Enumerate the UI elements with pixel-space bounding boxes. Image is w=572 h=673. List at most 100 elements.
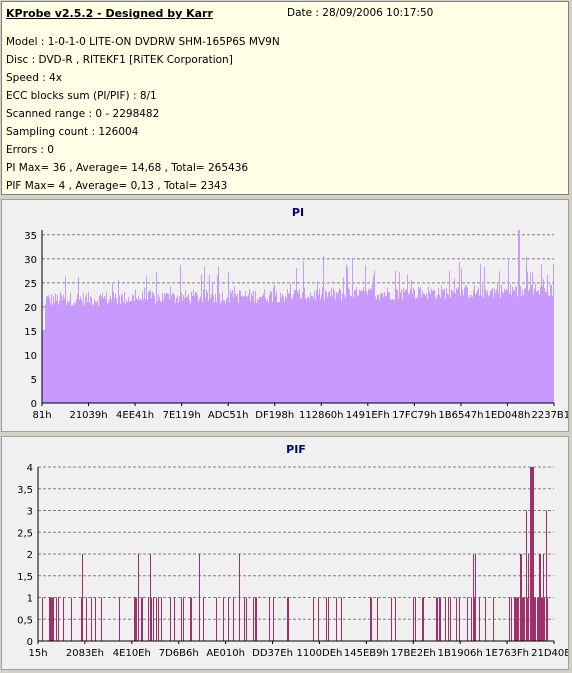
bar xyxy=(237,293,238,403)
bar xyxy=(278,302,279,403)
bar xyxy=(307,296,308,403)
bar xyxy=(325,290,326,403)
y-tick-label: 30 xyxy=(24,255,37,266)
bar xyxy=(459,262,460,403)
bar xyxy=(373,275,374,403)
info-pi-stats: PI Max= 36 , Average= 14,68 , Total= 265… xyxy=(6,162,249,174)
bar xyxy=(88,291,89,403)
bar xyxy=(253,290,254,403)
bar xyxy=(411,279,412,403)
info-model: Model : 1-0-1-0 LITE-ON DVDRW SHM-165P6S… xyxy=(6,36,280,48)
bar xyxy=(533,467,534,641)
bar xyxy=(371,289,372,403)
bar xyxy=(201,274,202,403)
bar xyxy=(527,271,528,403)
bar xyxy=(474,285,475,403)
bar xyxy=(273,287,274,403)
bar xyxy=(512,286,513,403)
bar xyxy=(422,290,423,403)
bar xyxy=(435,296,436,403)
bar xyxy=(70,292,71,403)
bar xyxy=(389,292,390,403)
bar xyxy=(480,263,481,403)
bar xyxy=(264,289,265,403)
bar xyxy=(438,288,439,403)
bar xyxy=(310,292,311,403)
bar xyxy=(350,296,351,403)
bar xyxy=(228,597,229,641)
bar xyxy=(540,287,541,403)
bar xyxy=(225,303,226,403)
bar xyxy=(546,291,547,403)
bar xyxy=(538,290,539,403)
bar xyxy=(522,597,523,641)
bar xyxy=(50,303,51,403)
bar xyxy=(318,294,319,403)
bar xyxy=(140,298,141,403)
bar xyxy=(375,296,376,403)
bar xyxy=(80,296,81,403)
bar xyxy=(517,597,518,641)
bar xyxy=(539,554,540,641)
bar xyxy=(302,292,303,403)
x-tick-label: 2237B1h xyxy=(531,410,568,421)
bar xyxy=(432,291,433,403)
bar xyxy=(111,300,112,403)
bar xyxy=(48,295,49,403)
bar xyxy=(217,275,218,403)
info-range: Scanned range : 0 - 2298482 xyxy=(6,108,160,120)
bar xyxy=(521,296,522,403)
y-tick-label: 15 xyxy=(24,327,37,338)
bar xyxy=(497,281,498,403)
x-tick-label: DF198h xyxy=(255,410,294,421)
bar xyxy=(391,299,392,403)
bar xyxy=(263,293,264,403)
bar xyxy=(412,293,413,403)
bar xyxy=(488,295,489,403)
bar xyxy=(107,303,108,403)
bar xyxy=(133,295,134,403)
bar xyxy=(189,299,190,403)
bar xyxy=(135,289,136,403)
bar xyxy=(423,597,424,641)
bar xyxy=(524,288,525,403)
bar xyxy=(190,597,191,641)
bar xyxy=(323,256,324,403)
bar xyxy=(174,295,175,403)
bar xyxy=(394,300,395,403)
bar xyxy=(367,294,368,403)
bar xyxy=(409,293,410,403)
bar xyxy=(376,299,377,403)
bar xyxy=(171,295,172,403)
x-tick-label: ADC51h xyxy=(208,410,249,421)
bar xyxy=(359,289,360,403)
bar xyxy=(265,298,266,403)
bar xyxy=(363,287,364,403)
y-tick-label: 2,5 xyxy=(17,528,33,539)
bar xyxy=(184,298,185,403)
bar xyxy=(135,597,136,641)
bar xyxy=(221,300,222,403)
bar xyxy=(315,300,316,403)
bar xyxy=(58,597,59,641)
bar xyxy=(337,294,338,403)
bar xyxy=(415,298,416,403)
bar xyxy=(538,597,539,641)
bar xyxy=(158,597,159,641)
bar xyxy=(314,291,315,403)
bar xyxy=(142,291,143,403)
bar xyxy=(50,597,51,641)
bar xyxy=(528,291,529,403)
bar xyxy=(148,291,149,403)
bar xyxy=(246,296,247,403)
bar xyxy=(96,302,97,403)
bar xyxy=(439,597,440,641)
bar xyxy=(190,303,191,403)
bar xyxy=(169,299,170,403)
bar xyxy=(288,293,289,403)
bar xyxy=(113,291,114,403)
bar xyxy=(173,293,174,403)
bar xyxy=(345,298,346,403)
bar xyxy=(86,294,87,403)
bar xyxy=(187,296,188,403)
